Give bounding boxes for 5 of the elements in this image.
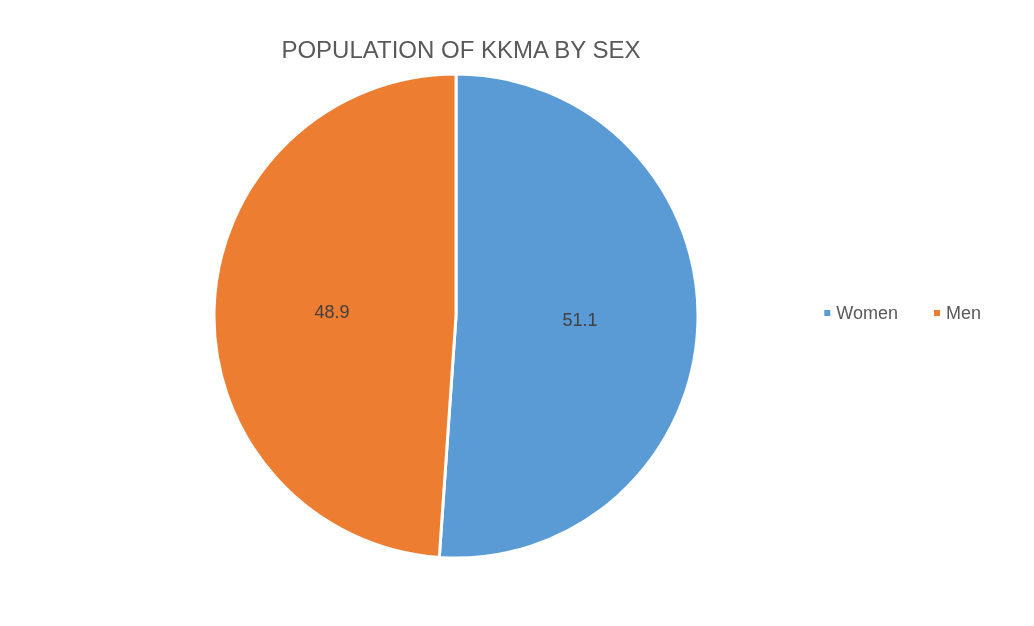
chart-title: POPULATION OF KKMA BY SEX xyxy=(281,35,641,63)
data-label: 51.1 xyxy=(562,310,598,331)
legend-label: Women xyxy=(836,303,898,323)
data-label: 48.9 xyxy=(314,301,350,322)
legend-label: Men xyxy=(945,303,981,323)
